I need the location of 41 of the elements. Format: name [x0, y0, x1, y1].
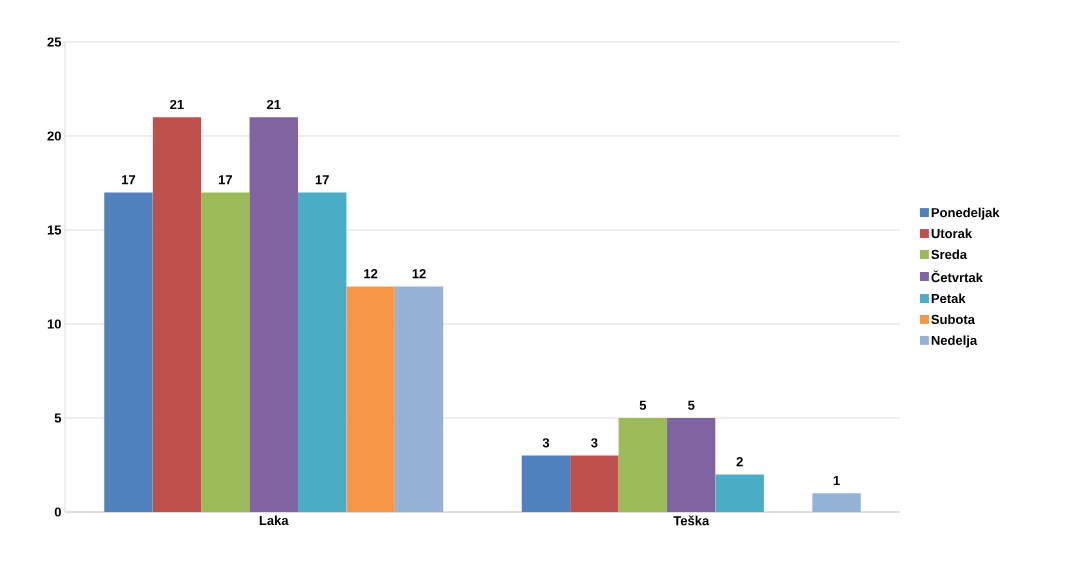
legend-label: Ponedeljak	[931, 207, 1000, 220]
data-label: 21	[170, 99, 184, 109]
bar	[104, 192, 153, 512]
legend-label: Četvrtak	[931, 270, 983, 283]
data-label: 12	[412, 269, 426, 279]
y-tick-label: 25	[47, 37, 62, 47]
legend-label: Petak	[931, 293, 966, 304]
bar	[297, 192, 347, 512]
legend-label: Subota	[931, 314, 976, 325]
y-tick-label: 5	[54, 413, 62, 423]
bar	[394, 286, 444, 512]
data-label: 3	[591, 438, 598, 448]
bar	[570, 455, 619, 512]
legend-label: Utorak	[931, 228, 973, 239]
x-tick-label: Laka	[259, 515, 289, 526]
bar	[618, 418, 668, 512]
data-label: 5	[639, 400, 647, 410]
bar	[667, 418, 716, 512]
y-tick-label: 15	[47, 225, 62, 235]
y-tick-label: 20	[47, 131, 61, 141]
data-label: 1	[833, 476, 840, 485]
legend-label: Sreda	[931, 249, 968, 260]
bar	[521, 455, 571, 512]
data-label: 17	[315, 175, 329, 185]
data-label: 2	[736, 457, 743, 467]
data-label: 12	[364, 269, 378, 279]
x-tick-label: Teška	[673, 515, 710, 526]
legend-label: Nedelja	[931, 335, 978, 348]
bar	[346, 286, 395, 512]
bar	[812, 493, 861, 512]
bar	[201, 192, 250, 512]
y-tick-label: 0	[54, 507, 61, 517]
y-tick-label: 10	[47, 319, 61, 329]
bar	[715, 474, 764, 512]
data-label: 5	[688, 400, 695, 410]
bar	[249, 117, 298, 512]
bar	[152, 117, 202, 512]
data-label: 17	[218, 175, 232, 185]
data-label: 21	[266, 99, 281, 109]
data-label: 3	[542, 438, 550, 448]
data-label: 17	[122, 175, 136, 185]
